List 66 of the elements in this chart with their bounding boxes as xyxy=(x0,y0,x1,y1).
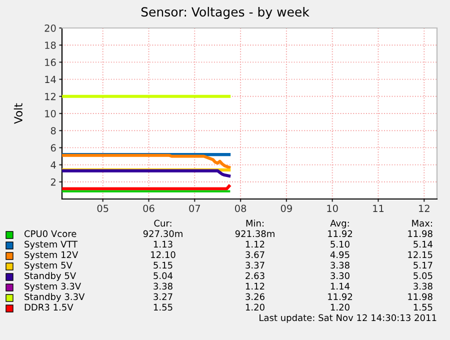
legend-label: CPU0 Vcore xyxy=(24,230,76,238)
text: 2.63 xyxy=(246,272,264,280)
text: 11.98 xyxy=(408,230,432,238)
x-tick-label: 07 xyxy=(189,204,200,212)
text: 5.17 xyxy=(414,262,432,269)
x-tick-label: 10 xyxy=(327,204,338,212)
line-series xyxy=(62,154,231,169)
y-tick-label: 10 xyxy=(45,110,56,118)
text: 11.98 xyxy=(408,293,432,300)
text: 3.38 xyxy=(330,262,350,269)
y-tick-label: 16 xyxy=(45,58,56,66)
text: 3.67 xyxy=(246,251,264,258)
legend-label: System 3.3V xyxy=(24,282,81,292)
legend-label: System VTT xyxy=(24,240,78,250)
text: 3.37 xyxy=(246,262,264,269)
x-tick-label: 09 xyxy=(280,204,292,212)
text: 1.20 xyxy=(246,304,264,311)
text: 5.04 xyxy=(154,272,173,280)
text: 5.15 xyxy=(154,262,172,269)
text: 5.05 xyxy=(414,272,432,280)
text: 1.14 xyxy=(330,282,350,290)
text: Last update: Sat Nov 12 14:30:13 2011 xyxy=(260,314,436,323)
text: 5.14 xyxy=(414,240,432,248)
text: 3.26 xyxy=(246,293,264,300)
chart-title: Sensor: Voltages - by week xyxy=(141,6,310,20)
text: 11.92 xyxy=(328,230,352,238)
text: 3.38 xyxy=(154,282,172,290)
legend-label: System 12V xyxy=(24,251,78,260)
text: 12.15 xyxy=(408,251,432,258)
x-tick-label: 11 xyxy=(373,204,384,212)
text: 1.12 xyxy=(246,240,264,248)
text: 921.38m xyxy=(235,230,274,238)
legend-label: System 5V xyxy=(24,262,72,270)
text: 3.27 xyxy=(154,293,172,300)
text: 1.55 xyxy=(414,304,432,311)
text: 927.30m xyxy=(143,230,182,238)
x-tick-label: 06 xyxy=(143,204,154,212)
text: 3.38 xyxy=(414,282,432,290)
text: Min: xyxy=(246,220,264,226)
text: 12.10 xyxy=(151,251,176,258)
legend-label: Standby 3.3V xyxy=(24,293,85,302)
y-tick-label: 14 xyxy=(45,76,56,83)
y-tick-label: 4 xyxy=(50,161,56,168)
text: 4.95 xyxy=(330,251,350,258)
y-axis-title: Volt xyxy=(14,103,22,124)
text: 11.92 xyxy=(328,293,352,300)
y-tick-label: 18 xyxy=(45,42,56,49)
text: 1.13 xyxy=(154,240,172,248)
legend-label: Standby 5V xyxy=(24,272,76,281)
text: 3.30 xyxy=(330,272,350,280)
y-tick-label: 8 xyxy=(50,127,56,134)
x-tick-label: 12 xyxy=(419,204,430,212)
x-tick-label: 08 xyxy=(235,204,246,212)
text: 1.20 xyxy=(330,304,350,311)
text: Cur: xyxy=(154,220,172,227)
y-tick-label: 2 xyxy=(50,178,56,186)
y-tick-label: 6 xyxy=(50,144,56,152)
text: 1.12 xyxy=(246,282,264,290)
text: 5.10 xyxy=(330,240,350,248)
text: 1.55 xyxy=(154,304,172,311)
text: Max: xyxy=(412,220,432,227)
text: Avg: xyxy=(330,220,349,228)
x-tick-label: 05 xyxy=(97,204,108,212)
y-tick-label: 20 xyxy=(44,24,56,32)
y-tick-label: 12 xyxy=(45,92,56,100)
legend-label: DDR3 1.5V xyxy=(24,304,74,311)
